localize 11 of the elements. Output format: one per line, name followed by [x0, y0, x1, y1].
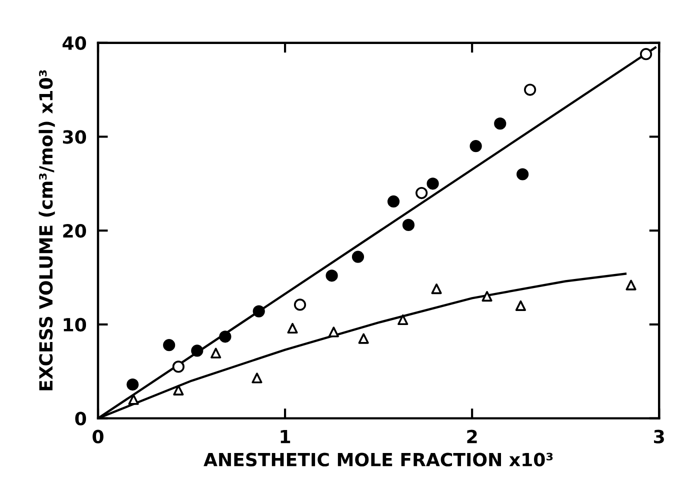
y-tick-label: 0: [75, 412, 86, 426]
y-tick-label: 40: [62, 36, 86, 50]
y-tick-label: 10: [64, 318, 86, 332]
x-tick-label: 1: [280, 430, 290, 444]
y-axis-title: EXCESS VOLUME (cm³/mol) x10³: [38, 70, 55, 390]
y-tick-label: 20: [63, 224, 86, 238]
x-axis-title: ANESTHETIC MOLE FRACTION x10³: [204, 452, 553, 466]
x-tick-label: 3: [654, 430, 664, 444]
x-tick-label: 2: [467, 430, 477, 444]
x-tick-label: 0: [92, 430, 104, 444]
y-tick-label: 30: [62, 130, 86, 144]
